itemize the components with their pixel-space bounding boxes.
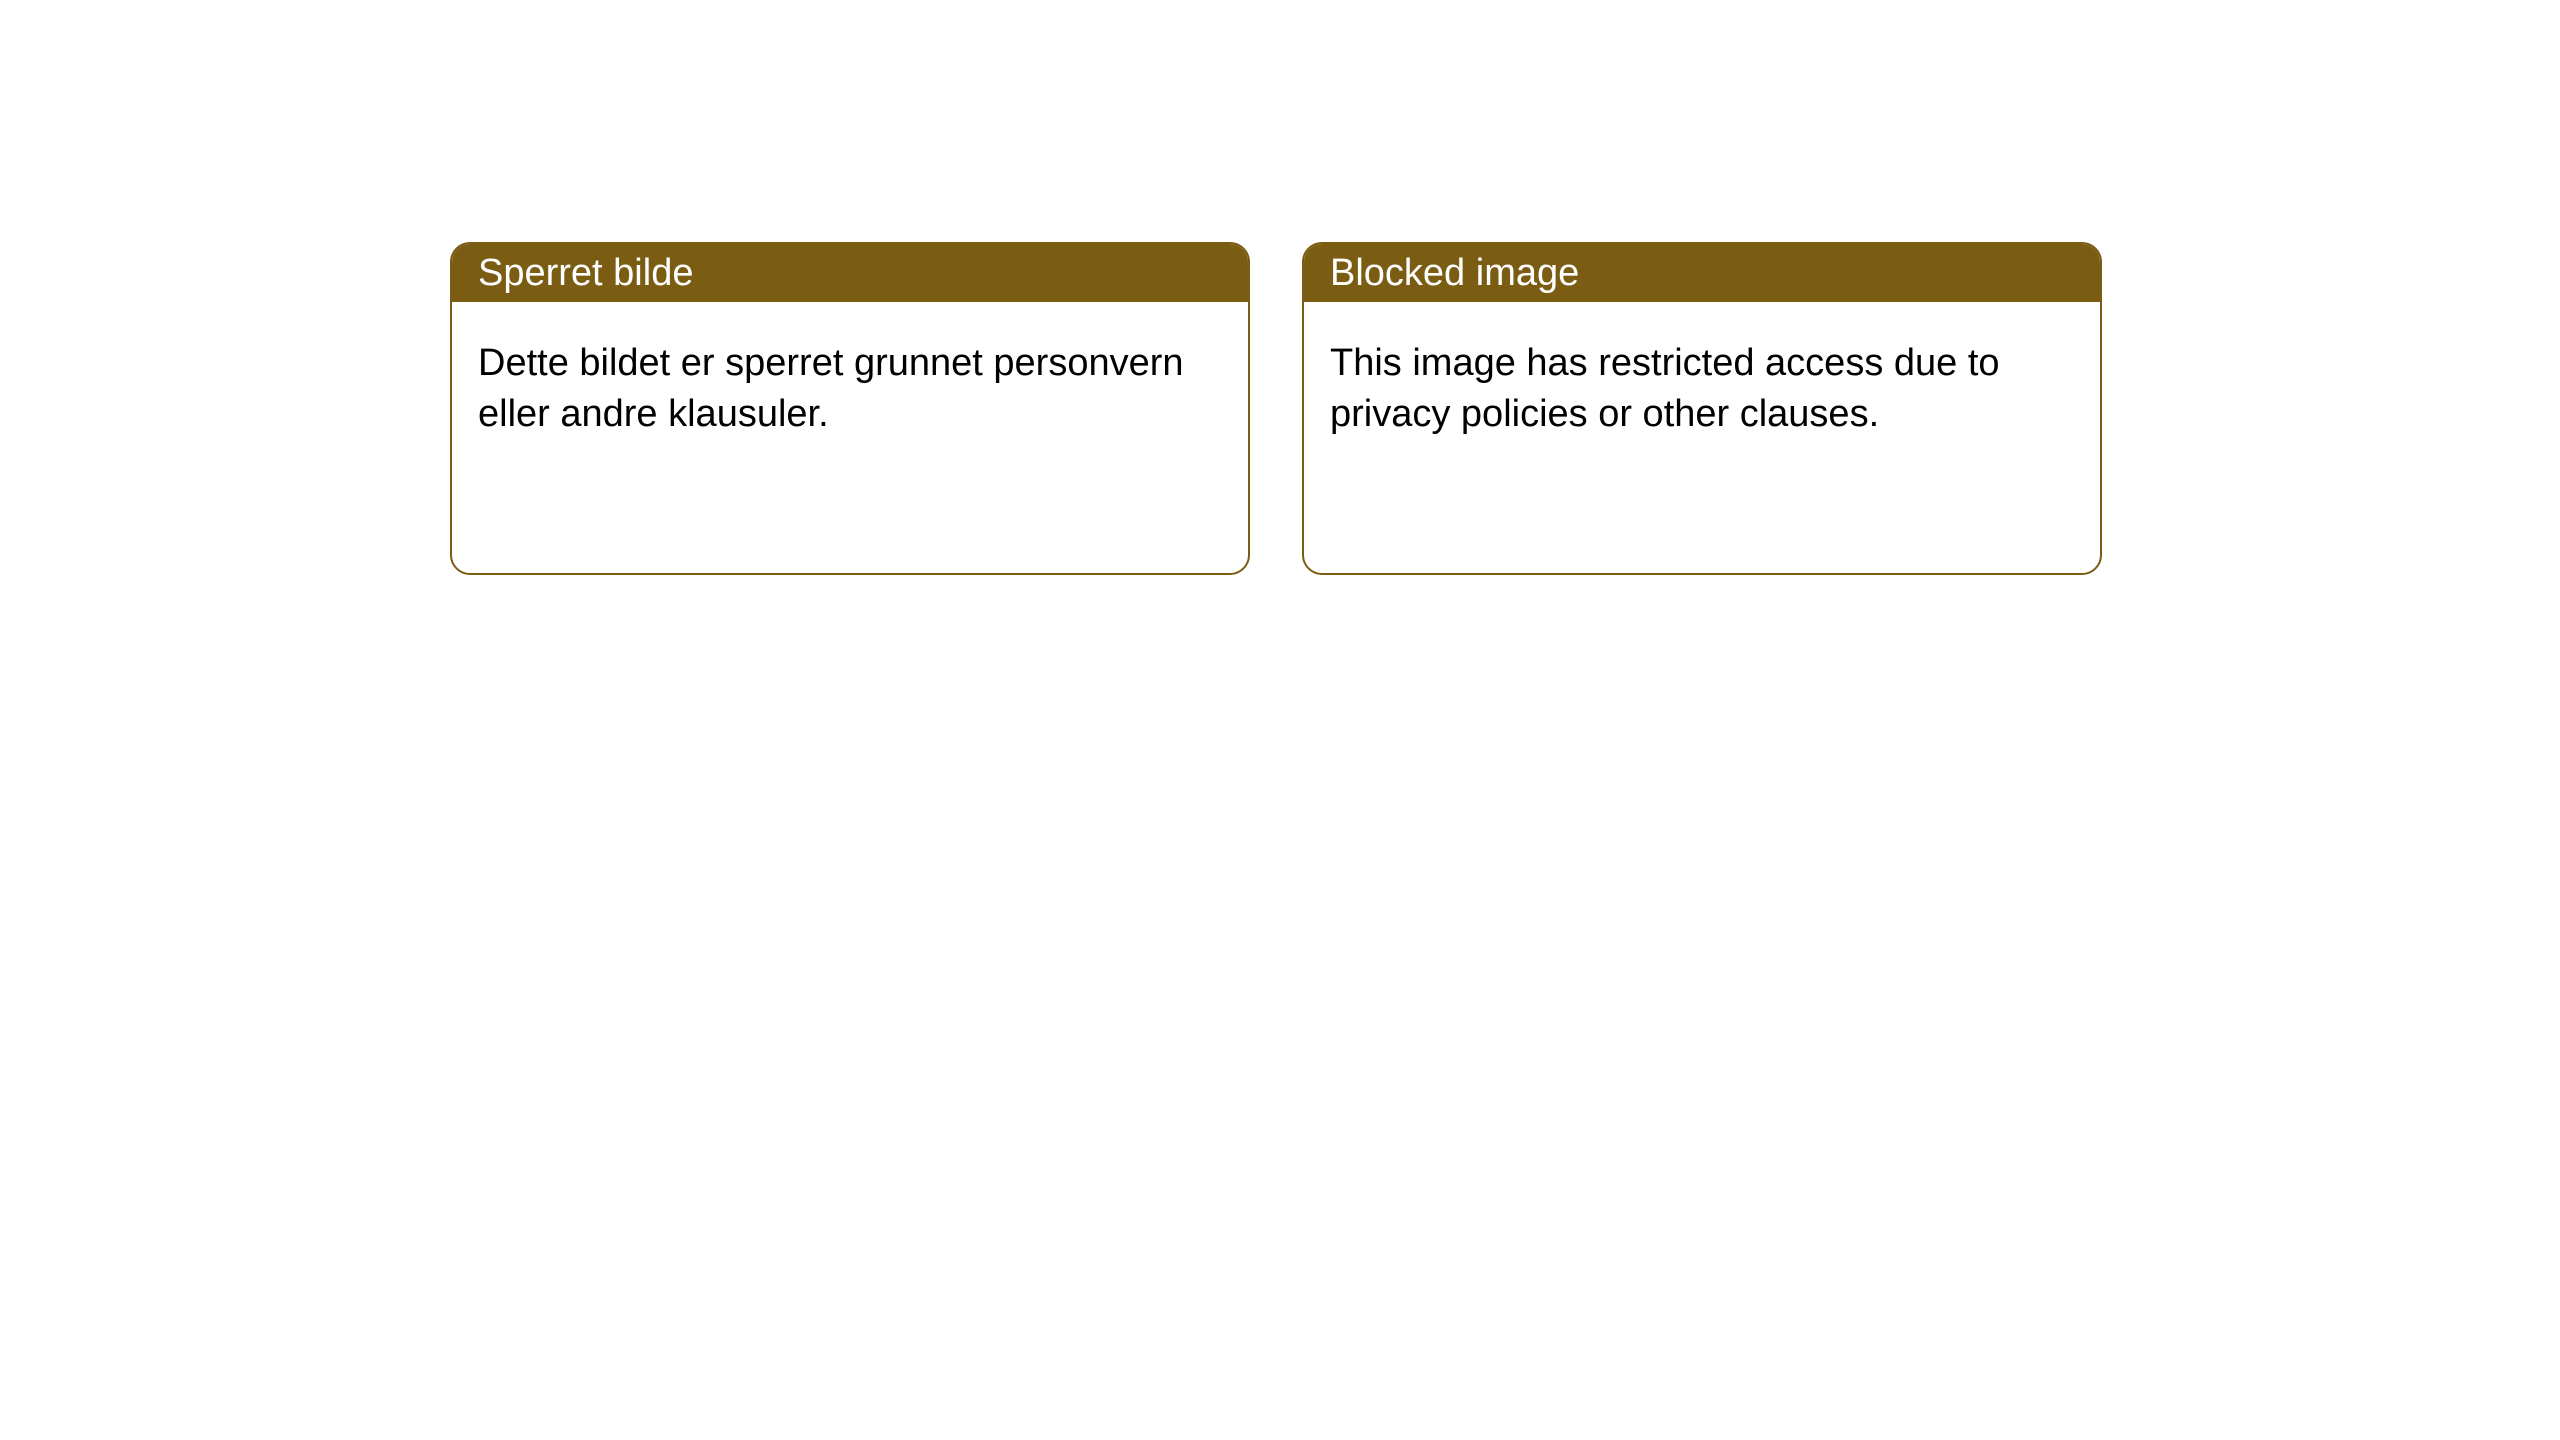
notice-body-text: Dette bildet er sperret grunnet personve… <box>478 342 1184 435</box>
notice-title: Blocked image <box>1330 252 1579 295</box>
notice-title: Sperret bilde <box>478 252 693 295</box>
notice-header: Sperret bilde <box>452 244 1248 302</box>
notice-card-english: Blocked image This image has restricted … <box>1302 242 2102 575</box>
notice-body: This image has restricted access due to … <box>1304 302 2100 477</box>
notice-container: Sperret bilde Dette bildet er sperret gr… <box>0 0 2560 575</box>
notice-card-norwegian: Sperret bilde Dette bildet er sperret gr… <box>450 242 1250 575</box>
notice-body: Dette bildet er sperret grunnet personve… <box>452 302 1248 477</box>
notice-body-text: This image has restricted access due to … <box>1330 342 2000 435</box>
notice-header: Blocked image <box>1304 244 2100 302</box>
